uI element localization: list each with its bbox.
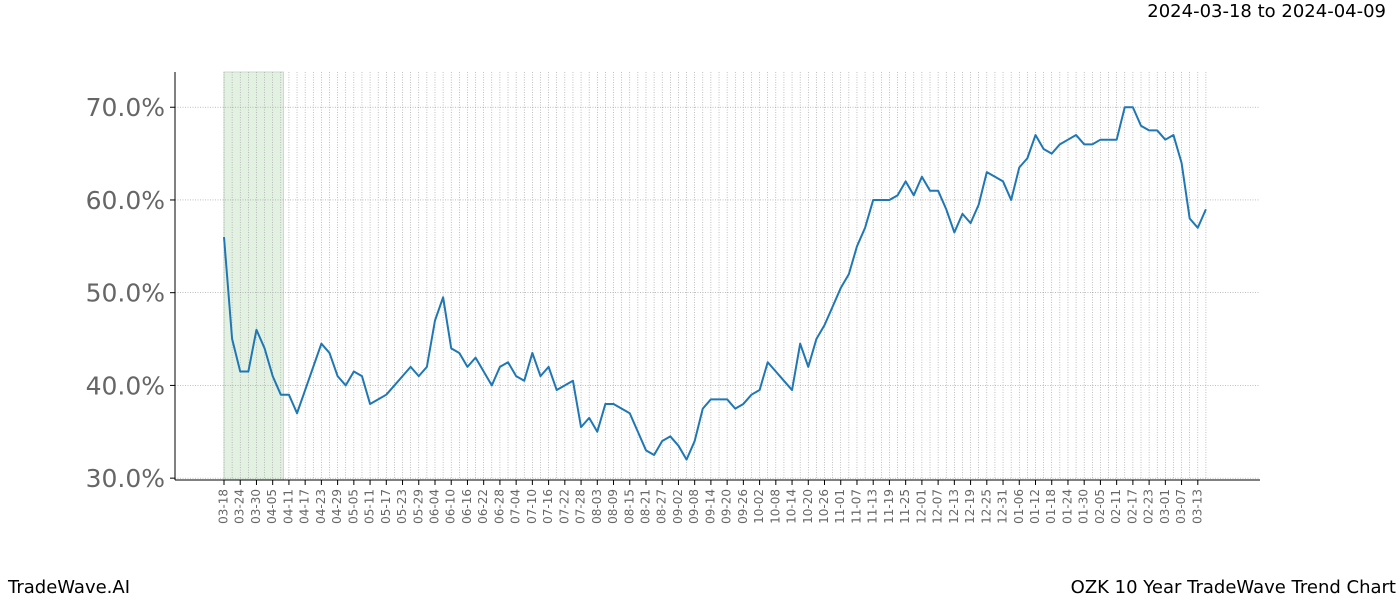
x-tick-label: 10-20 (801, 489, 815, 524)
y-tick-label: 30.0% (86, 464, 165, 493)
x-tick-label: 03-24 (233, 489, 247, 524)
y-tick-label: 40.0% (86, 371, 165, 400)
x-tick-label: 04-05 (265, 489, 279, 524)
x-tick-label: 05-05 (346, 489, 360, 524)
x-tick-label: 12-13 (947, 489, 961, 524)
x-tick-label: 04-11 (281, 489, 295, 524)
x-tick-label: 11-01 (833, 489, 847, 524)
x-tick-label: 02-23 (1142, 489, 1156, 524)
brand: TradeWave.AI (7, 577, 130, 598)
x-tick-label: 04-29 (330, 489, 344, 524)
series-line (223, 106, 1207, 461)
x-tick-label: 07-10 (525, 489, 539, 524)
x-tick-label: 03-01 (1158, 489, 1172, 524)
x-tick-label: 08-15 (622, 489, 636, 524)
x-tick-label: 11-07 (849, 489, 863, 524)
x-tick-label: 09-14 (703, 489, 717, 524)
x-tick-label: 01-18 (1044, 489, 1058, 524)
x-tick-label: 08-09 (606, 489, 620, 524)
x-tick-label: 07-16 (541, 489, 555, 524)
x-tick-label: 07-22 (557, 489, 571, 524)
x-tick-label: 11-13 (866, 489, 880, 524)
x-tick-label: 01-24 (1060, 489, 1074, 524)
x-tick-label: 11-25 (898, 489, 912, 524)
x-tick-label: 06-04 (427, 489, 441, 524)
x-tick-label: 06-10 (444, 489, 458, 524)
x-tick-label: 02-11 (1109, 489, 1123, 524)
x-tick-label: 03-30 (249, 489, 263, 524)
x-tick-label: 01-30 (1077, 489, 1091, 524)
x-tick-label: 03-07 (1174, 489, 1188, 524)
y-tick-label: 50.0% (86, 279, 165, 308)
x-tick-label: 04-23 (314, 489, 328, 524)
x-tick-label: 07-04 (509, 489, 523, 524)
x-tick-label: 05-17 (379, 489, 393, 524)
x-tick-label: 01-12 (1028, 489, 1042, 524)
x-tick-label: 10-26 (817, 489, 831, 524)
x-tick-label: 03-13 (1190, 489, 1204, 524)
x-tick-label: 10-02 (752, 489, 766, 524)
x-tick-label: 02-05 (1093, 489, 1107, 524)
x-tick-label: 08-21 (638, 489, 652, 524)
x-tick-label: 09-26 (736, 489, 750, 524)
chart-subtitle: 2024-03-18 to 2024-04-09 (1147, 1, 1386, 22)
x-tick-label: 06-28 (492, 489, 506, 524)
x-tick-label: 06-22 (476, 489, 490, 524)
x-tick-label: 09-20 (720, 489, 734, 524)
chart-title: OZK 10 Year TradeWave Trend Chart (1071, 577, 1396, 598)
x-tick-label: 11-19 (882, 489, 896, 524)
x-tick-label: 02-17 (1125, 489, 1139, 524)
x-tick-label: 12-01 (914, 489, 928, 524)
x-tick-label: 10-14 (785, 489, 799, 524)
x-tick-label: 12-31 (996, 489, 1010, 524)
x-tick-label: 12-19 (963, 489, 977, 524)
x-tick-label: 01-06 (1012, 489, 1026, 524)
x-tick-label: 09-08 (687, 489, 701, 524)
x-tick-label: 05-29 (411, 489, 425, 524)
x-tick-label: 12-25 (979, 489, 993, 524)
x-tick-label: 12-07 (931, 489, 945, 524)
x-tick-label: 07-28 (574, 489, 588, 524)
x-tick-label: 10-08 (768, 489, 782, 524)
x-tick-label: 05-23 (395, 489, 409, 524)
x-tick-label: 08-27 (655, 489, 669, 524)
x-tick-label: 03-18 (217, 489, 231, 524)
x-tick-label: 08-03 (590, 489, 604, 524)
x-tick-label: 09-02 (671, 489, 685, 524)
x-tick-label: 06-16 (460, 489, 474, 524)
x-tick-label: 05-11 (363, 489, 377, 524)
x-tick-label: 04-17 (298, 489, 312, 524)
y-tick-label: 70.0% (86, 93, 165, 122)
y-tick-label: 60.0% (86, 186, 165, 215)
highlight-span (223, 71, 285, 481)
